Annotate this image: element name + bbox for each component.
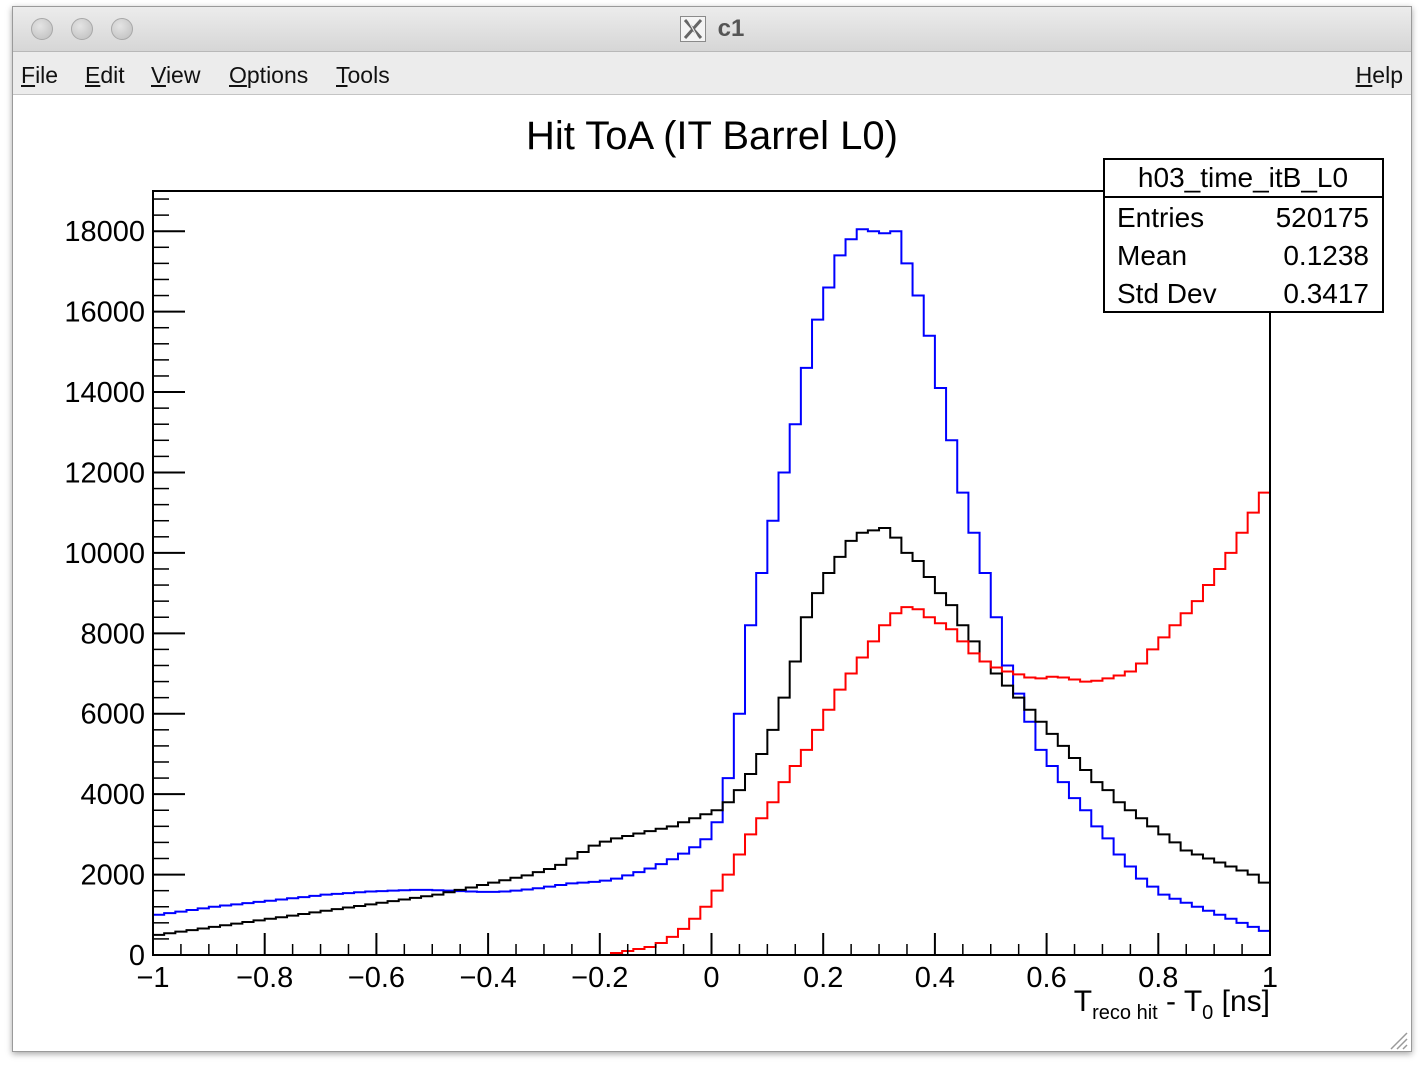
y-tick-label: 2000: [80, 860, 145, 892]
series-line-2: [153, 491, 1270, 956]
x-tick-label: 0: [703, 962, 719, 994]
minimize-window-button[interactable]: [71, 18, 93, 40]
y-tick-label: 0: [129, 940, 145, 972]
menu-help[interactable]: Help: [1355, 62, 1403, 88]
y-tick-label: 8000: [80, 618, 145, 650]
y-tick-label: 16000: [64, 297, 145, 329]
menu-tools[interactable]: Tools: [336, 62, 390, 88]
menu-edit[interactable]: Edit: [85, 62, 125, 88]
series-line-0: [153, 228, 1270, 932]
stats-box-frame: [1103, 158, 1384, 313]
series-line-1: [153, 526, 1270, 936]
y-tick-label: 18000: [64, 216, 145, 248]
resize-grip-icon[interactable]: [1383, 1025, 1409, 1051]
x-tick-label: 1: [1262, 962, 1278, 994]
series-layer: [153, 228, 1270, 956]
stats-value-entries: 520175: [1276, 202, 1369, 233]
zoom-window-button[interactable]: [111, 18, 133, 40]
x-tick-label: −1: [136, 962, 169, 994]
x-tick-label: −0.6: [348, 962, 405, 994]
menu-options[interactable]: Options: [229, 62, 309, 88]
y-tick-label: 12000: [64, 457, 145, 489]
y-tick-label: 4000: [80, 779, 145, 811]
y-tick-label: 6000: [80, 699, 145, 731]
y-tick-label: 10000: [64, 538, 145, 570]
x11-icon: [679, 16, 706, 42]
stats-value-mean: 0.1238: [1283, 240, 1369, 271]
histogram-plot: Hit ToA (IT Barrel L0) −1 −0.8 −0.6 −0.4 −0.…: [64, 114, 1384, 1024]
window-title: c1: [717, 15, 745, 42]
stats-label-mean: Mean: [1117, 240, 1187, 271]
stats-hist-name: h03_time_itB_L0: [1138, 162, 1348, 193]
menu-bar: File Edit View Options Tools Help: [13, 52, 1411, 95]
x-label-sub1: reco hit: [1092, 1002, 1158, 1024]
close-window-button[interactable]: [31, 18, 53, 40]
y-tick-label: 14000: [64, 377, 145, 409]
menu-view[interactable]: View: [151, 62, 201, 88]
ticks-layer: −1 −0.8 −0.6 −0.4 −0.2 0 0.2 0.4 0.6 0.8 1 0 2000 400…: [64, 198, 1278, 994]
x-tick-label: 0.4: [915, 962, 955, 994]
app-window: c1 File Edit View Options Tools Help Hit…: [12, 6, 1412, 1052]
stats-label-entries: Entries: [1117, 202, 1204, 233]
svg-text:Treco hit - T0 [ns]: Treco hit - T0 [ns]: [1074, 985, 1270, 1024]
x-tick-label: 0.2: [803, 962, 843, 994]
plot-frame: [152, 190, 1271, 956]
x-tick-label: 0.6: [1026, 962, 1066, 994]
stats-value-stddev: 0.3417: [1283, 278, 1369, 309]
menu-file[interactable]: File: [21, 62, 59, 88]
x-label-main: T: [1074, 985, 1092, 1018]
x-tick-label: 0.8: [1138, 962, 1178, 994]
plot-canvas[interactable]: Hit ToA (IT Barrel L0) −1 −0.8 −0.6 −0.4 −0.…: [13, 95, 1411, 1051]
x-tick-label: −0.2: [571, 962, 628, 994]
x-label-middle: - T: [1158, 985, 1202, 1018]
title-bar: c1: [13, 7, 1411, 52]
x-tick-label: −0.8: [236, 962, 293, 994]
x-tick-label: −0.4: [459, 962, 516, 994]
x-label-unit: [ns]: [1213, 985, 1270, 1018]
chart-title: Hit ToA (IT Barrel L0): [526, 114, 898, 158]
stats-label-stddev: Std Dev: [1117, 278, 1217, 309]
stats-box: h03_time_itB_L0 Entries 520175 Mean 0.12…: [1103, 158, 1384, 313]
x-label-sub2: 0: [1202, 1002, 1213, 1024]
x-axis-label: Treco hit - T0 [ns]: [1074, 985, 1270, 1024]
